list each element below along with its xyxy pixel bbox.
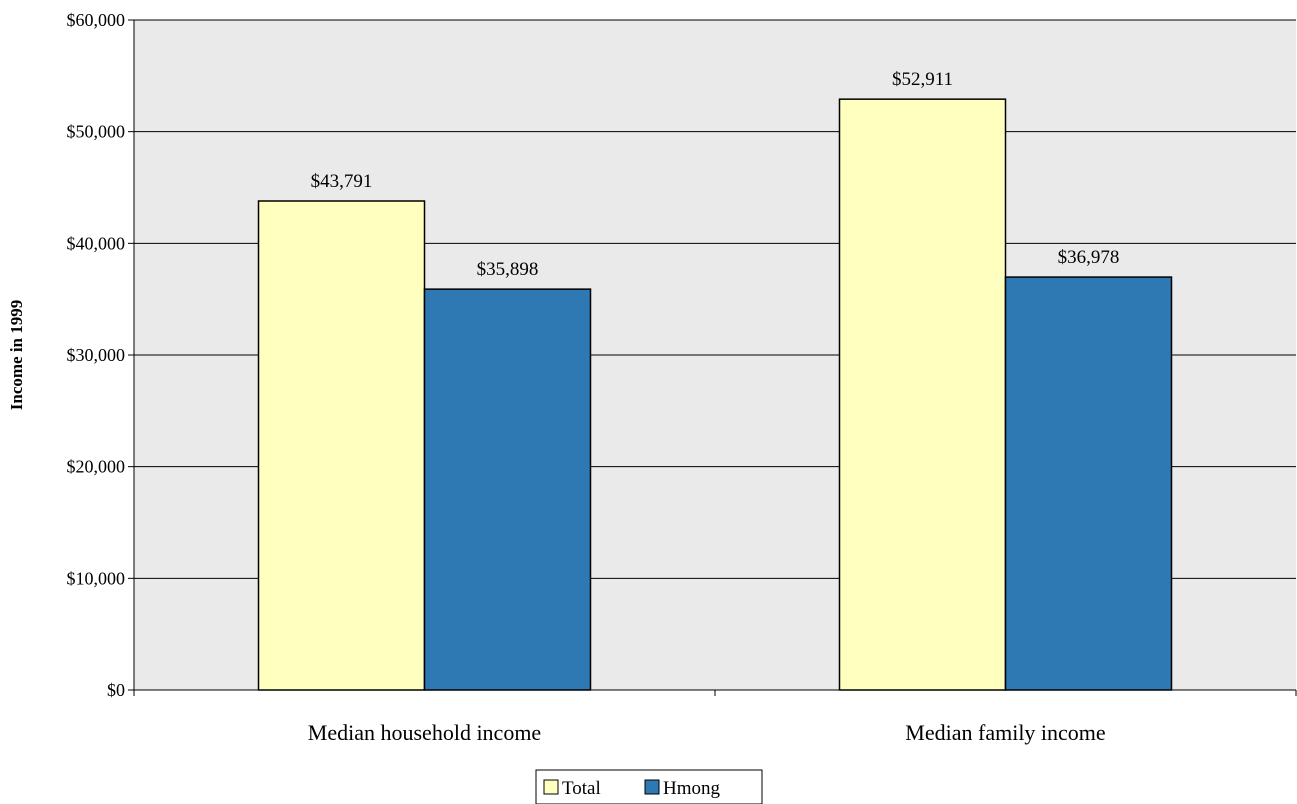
x-axis: Median household income Median family inc… — [133, 689, 1297, 745]
bar-hmong — [1004, 276, 1173, 691]
y-axis: $0 $10,000 $20,000 $30,000 $40,000 $50,000 $60… — [67, 10, 135, 700]
bar-total — [257, 200, 426, 691]
y-tick-label: $30,000 — [67, 345, 126, 365]
y-tick-label: $40,000 — [67, 233, 126, 253]
data-label: $36,978 — [1058, 247, 1120, 268]
data-labels: $43,791 $35,898 $52,911 $36,978 — [311, 69, 1120, 280]
y-tick-label: $0 — [107, 680, 125, 700]
y-tick-label: $20,000 — [67, 457, 126, 477]
legend-swatch-total — [543, 779, 559, 795]
y-tick-label: $10,000 — [67, 568, 126, 588]
data-label: $43,791 — [311, 171, 373, 192]
legend: Total Hmong — [535, 769, 763, 804]
bar-total — [838, 98, 1007, 691]
y-tick-label: $60,000 — [67, 10, 126, 30]
legend-swatch-hmong — [644, 779, 660, 795]
y-axis-title: Income in 1999 — [7, 300, 26, 411]
data-label: $52,911 — [892, 69, 953, 90]
legend-label-total: Total — [562, 778, 601, 799]
x-category-label: Median family income — [905, 720, 1105, 745]
bar-hmong — [423, 288, 592, 691]
x-category-label: Median household income — [308, 720, 541, 745]
legend-label-hmong: Hmong — [663, 778, 721, 799]
data-label: $35,898 — [477, 259, 539, 280]
bars — [257, 98, 1173, 691]
y-tick-label: $50,000 — [67, 122, 126, 142]
